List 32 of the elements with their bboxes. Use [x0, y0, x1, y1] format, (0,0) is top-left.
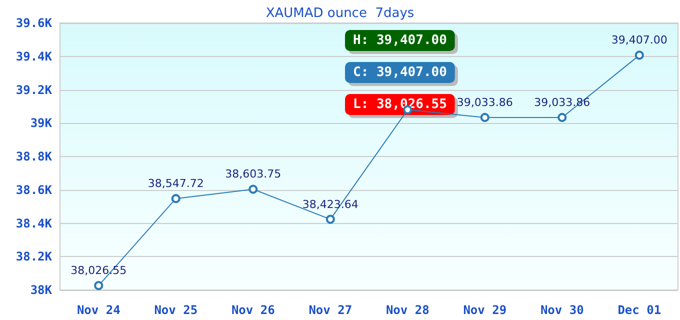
y-tick-label: 39K — [30, 116, 53, 130]
y-tick-label: 38.6K — [16, 182, 53, 197]
data-label: 39,407.00 — [611, 34, 668, 47]
point — [171, 194, 180, 204]
point — [558, 112, 567, 122]
x-tick-label: Nov 30 — [540, 303, 584, 317]
y-tick-label: 39.4K — [16, 49, 53, 64]
x-tick-label: Nov 25 — [154, 303, 198, 317]
annotation: H: 39,407.00 — [353, 33, 448, 48]
data-label: 38,547.72 — [148, 177, 204, 190]
x-tick-label: Dec 01 — [618, 303, 662, 317]
y-tick-label: 38.2K — [16, 250, 53, 264]
point — [248, 184, 258, 194]
annotation: C: 39,407.00 — [353, 65, 448, 80]
x-tick-label: Nov 28 — [386, 303, 430, 317]
x-tick-label: Nov 29 — [463, 303, 507, 317]
point — [634, 50, 644, 60]
chart-title: XAUMAD ounce 7days — [266, 6, 414, 21]
y-tick-label: 38.8K — [16, 150, 53, 164]
x-tick-label: Nov 26 — [231, 303, 275, 317]
y-tick-label: 39.6K — [16, 16, 53, 30]
annotation: L: 38,026.55 — [353, 97, 447, 112]
point — [480, 112, 490, 122]
data-label: 39,033.86 — [456, 96, 513, 109]
point — [94, 281, 104, 290]
y-tick-label: 38K — [30, 283, 53, 297]
x-tick-label: Nov 27 — [308, 303, 352, 317]
y-tick-label: 39.2K — [16, 82, 53, 97]
y-tick-label: 38.4K — [16, 216, 53, 230]
point — [326, 214, 335, 224]
x-tick-label: Nov 24 — [76, 303, 120, 317]
data-label: 38,603.75 — [225, 168, 282, 181]
